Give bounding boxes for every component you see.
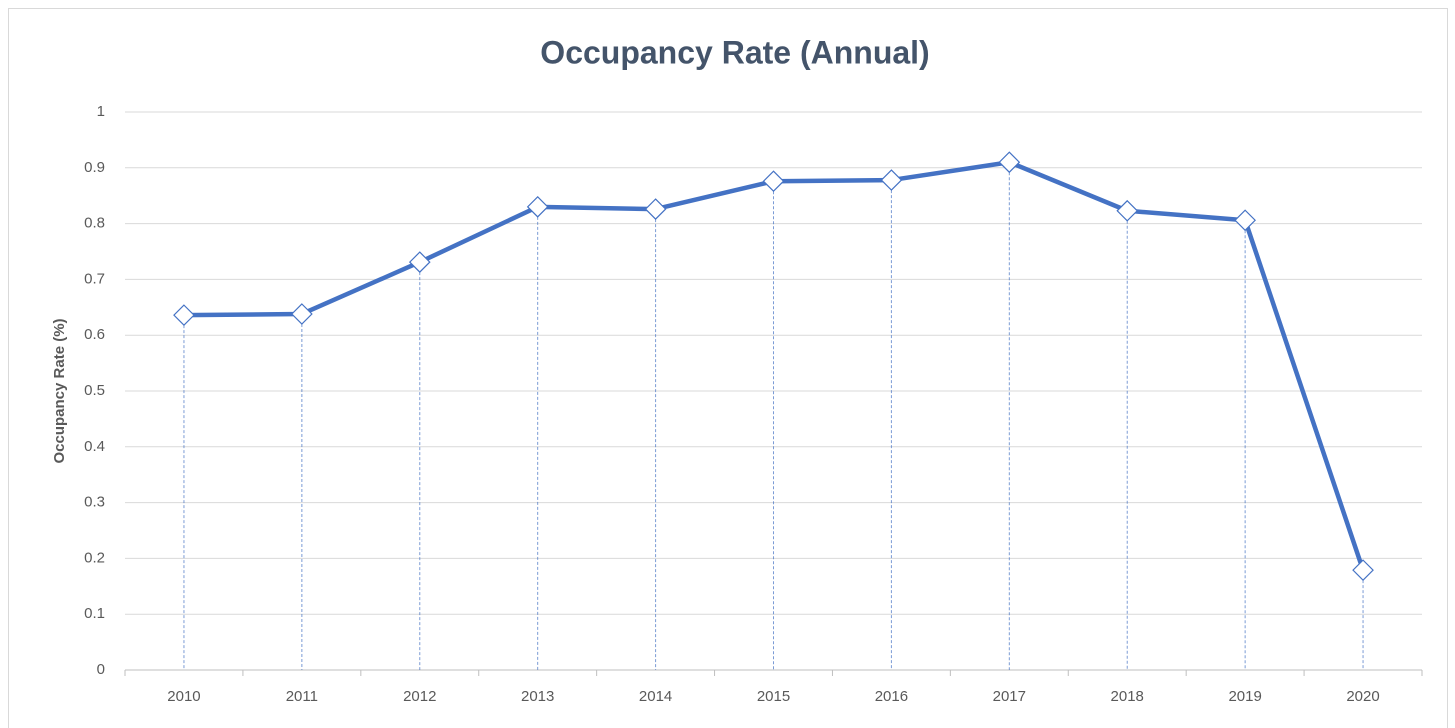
- x-tick-label: 2014: [639, 688, 672, 705]
- marker: [998, 151, 1021, 174]
- x-tick-label: 2011: [286, 688, 318, 705]
- x-tick-label: 2016: [875, 688, 908, 705]
- marker: [1234, 209, 1256, 232]
- y-tick-label: 0.3: [84, 494, 105, 511]
- marker: [762, 170, 785, 193]
- marker: [1352, 559, 1374, 581]
- y-tick-label: 0.6: [84, 326, 105, 343]
- marker: [291, 303, 313, 325]
- marker: [526, 196, 549, 218]
- y-tick-label: 1: [97, 103, 105, 120]
- marker: [1116, 199, 1139, 222]
- y-tick-label: 0.1: [84, 605, 105, 622]
- y-tick-label: 0.9: [84, 159, 105, 176]
- marker: [408, 251, 431, 273]
- marker: [173, 304, 195, 326]
- y-tick-label: 0.5: [84, 382, 105, 399]
- x-tick-label: 2020: [1346, 688, 1379, 705]
- x-tick-label: 2013: [521, 688, 554, 705]
- x-tick-label: 2015: [757, 688, 790, 705]
- chart-frame: [8, 8, 1448, 728]
- marker: [880, 169, 903, 191]
- x-tick-label: 2018: [1111, 688, 1144, 705]
- y-tick-label: 0.8: [84, 215, 105, 232]
- chart-title: Occupancy Rate (Annual): [540, 34, 929, 70]
- y-tick-label: 0: [97, 661, 105, 678]
- x-tick-label: 2019: [1228, 688, 1261, 705]
- y-tick-label: 0.7: [84, 270, 105, 287]
- x-tick-label: 2010: [167, 688, 200, 705]
- y-tick-label: 0.2: [84, 549, 105, 566]
- y-axis-label: Occupancy Rate (%): [51, 318, 68, 463]
- y-tick-label: 0.4: [84, 438, 105, 455]
- x-tick-label: 2017: [993, 688, 1026, 705]
- x-tick-label: 2012: [403, 688, 436, 705]
- marker: [644, 198, 667, 220]
